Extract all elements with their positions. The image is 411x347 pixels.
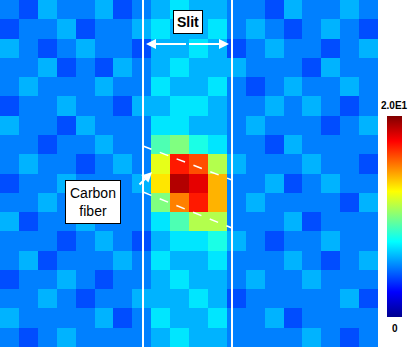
svg-text:2.0E1: 2.0E1 <box>381 100 408 111</box>
svg-text:Carbonfiber: Carbonfiber <box>70 185 116 219</box>
svg-text:0: 0 <box>392 323 398 334</box>
svg-text:Slit: Slit <box>177 14 199 30</box>
